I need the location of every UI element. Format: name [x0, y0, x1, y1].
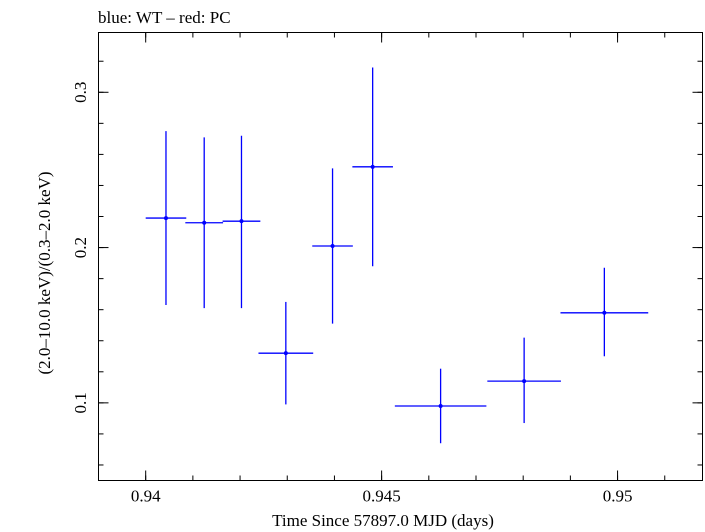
data-point	[185, 137, 224, 309]
y-tick-label: 0.2	[71, 237, 90, 258]
data-point	[145, 131, 187, 306]
data-marker	[163, 216, 168, 221]
y-tick-label: 0.1	[71, 392, 90, 413]
data-point	[312, 168, 353, 324]
data-marker	[522, 379, 527, 384]
x-tick-label: 0.94	[131, 487, 161, 506]
y-tick-label: 0.3	[71, 82, 90, 103]
data-marker	[330, 244, 335, 249]
data-marker	[602, 310, 607, 315]
data-point	[560, 267, 649, 357]
x-tick-labels: 0.94 0.945 0.95	[131, 487, 633, 506]
chart-title: blue: WT – red: PC	[98, 8, 231, 27]
data-marker	[239, 219, 244, 224]
y-axis-label: (2.0–10.0 keV)/(0.3–2.0 keV)	[35, 171, 54, 374]
data-marker	[370, 164, 375, 169]
data-series	[145, 67, 649, 444]
data-point	[394, 368, 487, 444]
data-marker	[283, 351, 288, 356]
x-axis-label: Time Since 57897.0 MJD (days)	[272, 511, 494, 530]
data-marker	[202, 220, 207, 225]
y-tick-labels: 0.1 0.2 0.3	[71, 82, 90, 414]
data-point	[258, 301, 314, 405]
x-tick-label: 0.95	[603, 487, 633, 506]
axis-ticks	[98, 32, 703, 481]
x-tick-label: 0.945	[363, 487, 401, 506]
plot-frame	[98, 32, 703, 481]
data-point	[222, 135, 261, 309]
data-point	[487, 337, 561, 424]
data-marker	[438, 403, 443, 408]
data-point	[352, 67, 393, 267]
